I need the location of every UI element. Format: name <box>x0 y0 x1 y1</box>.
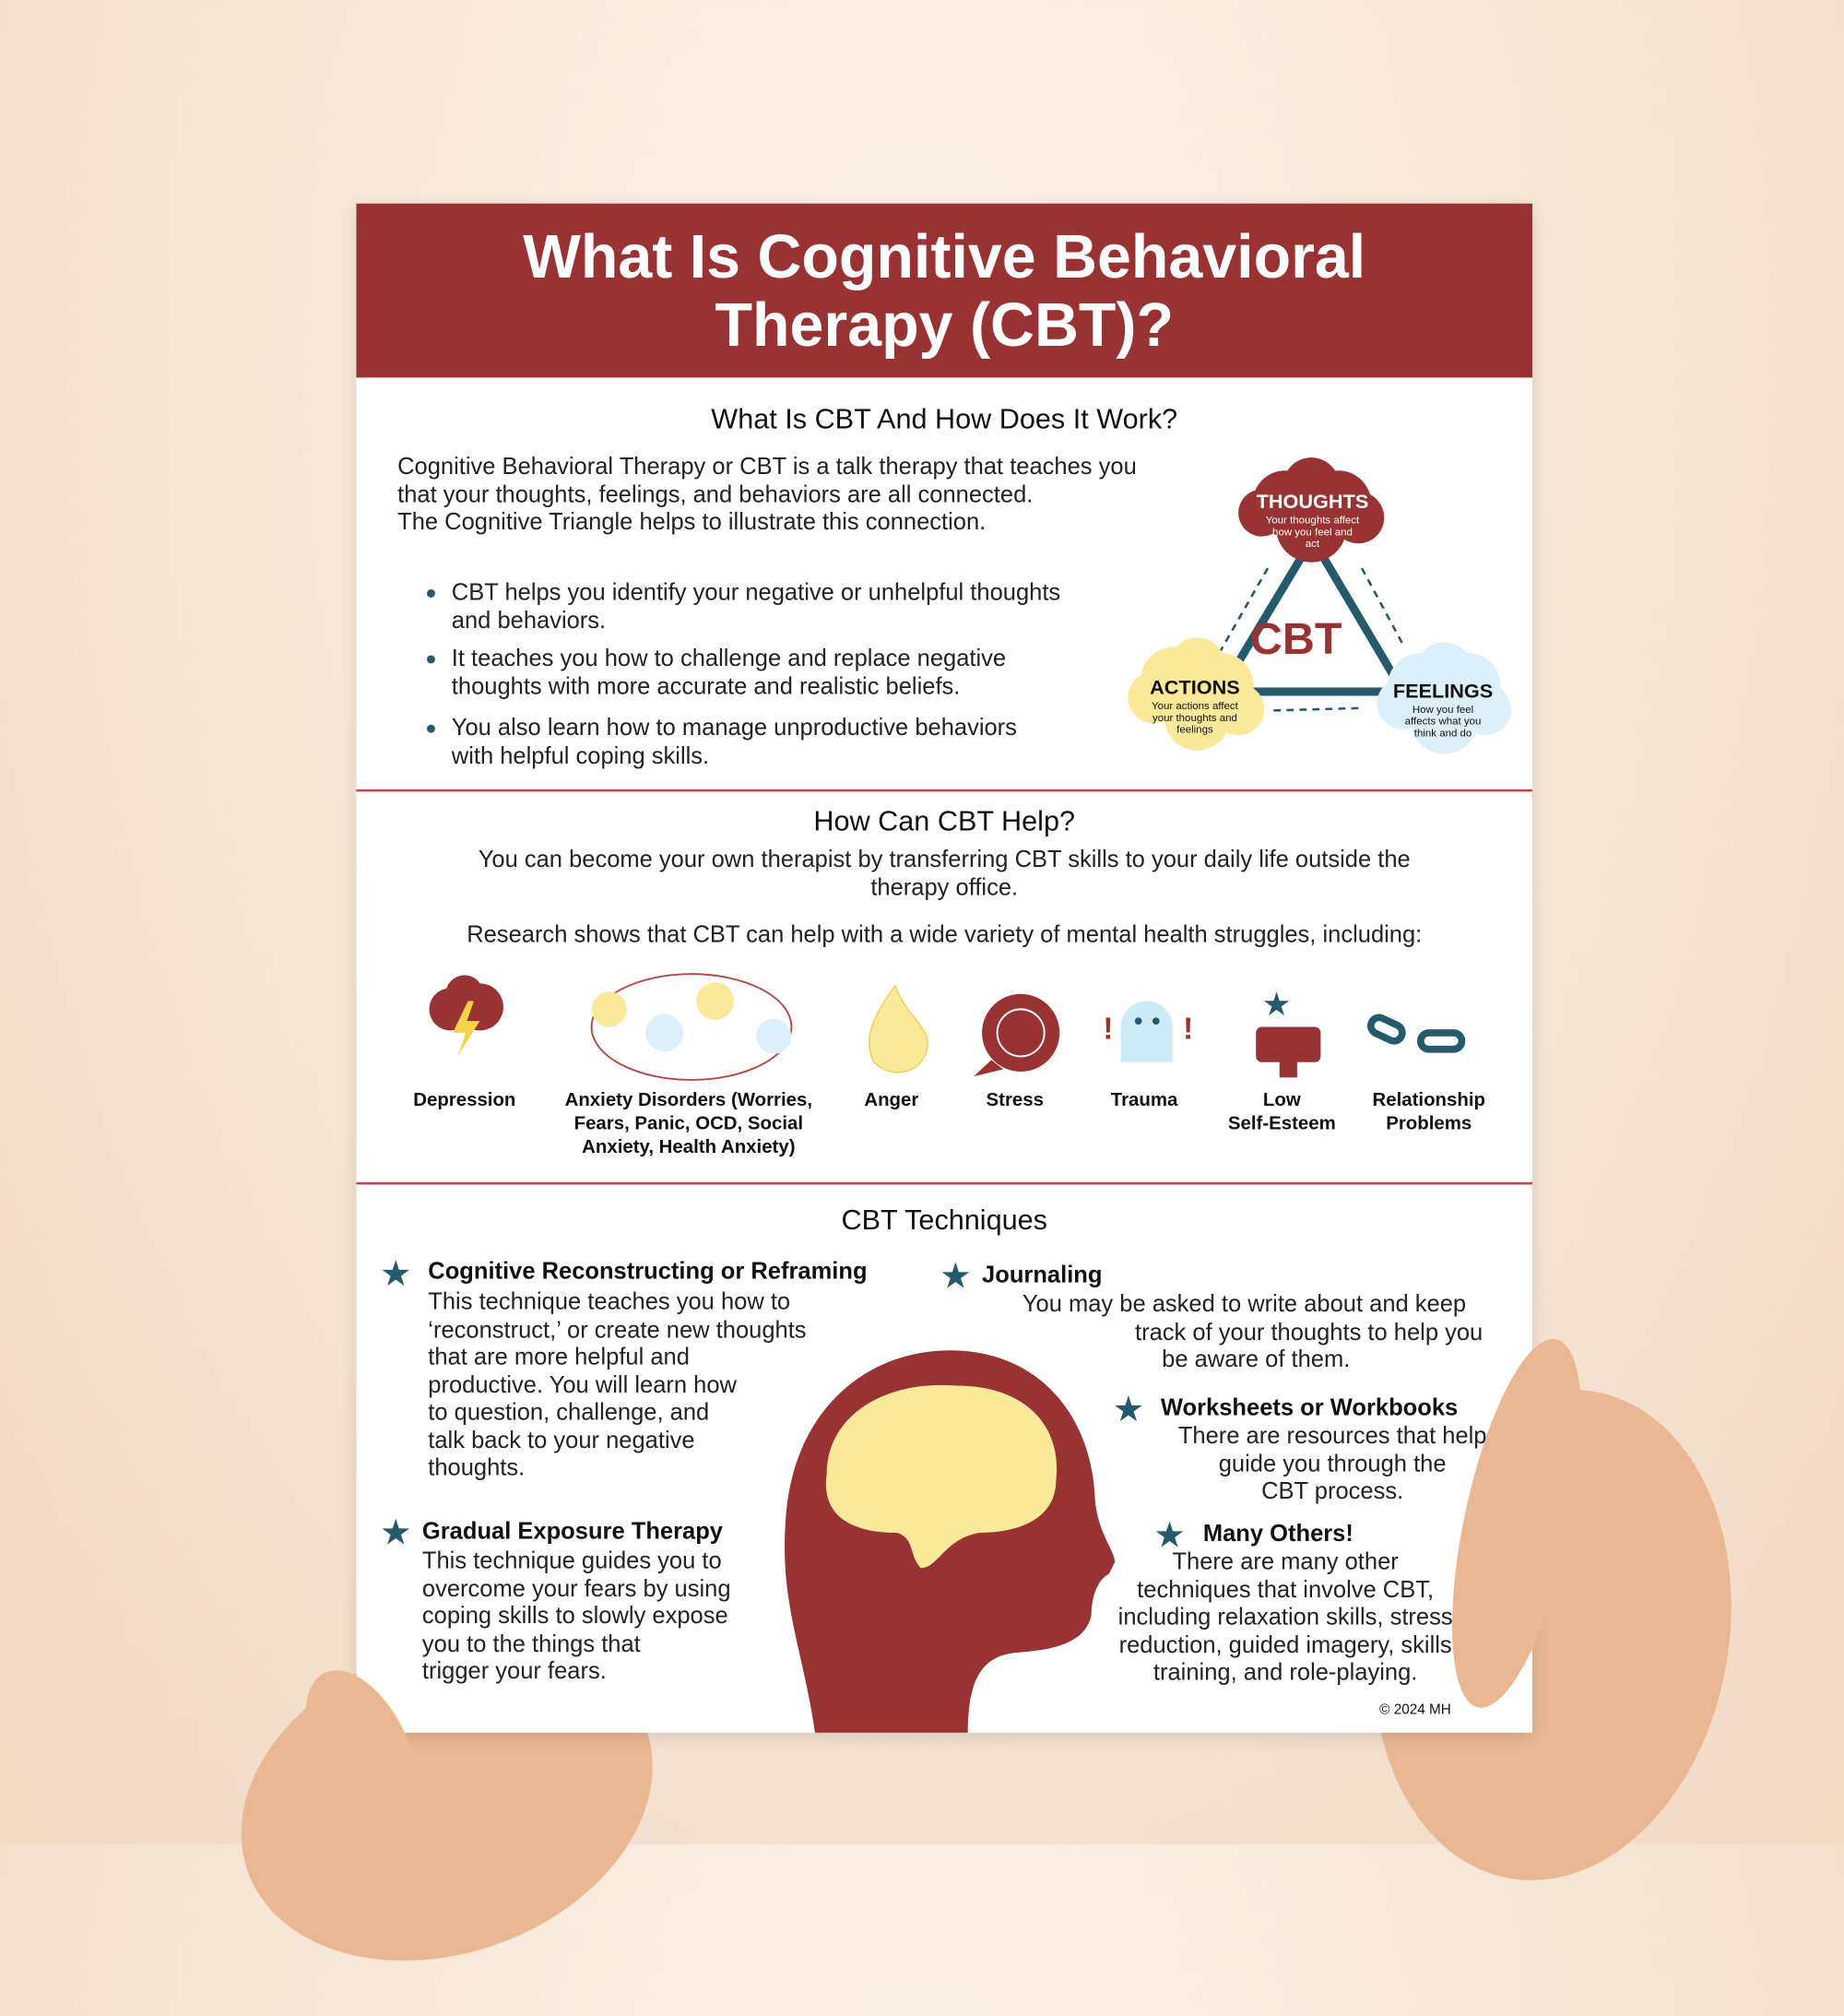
condition-stress: Stress <box>986 1090 1044 1111</box>
triangle-shape <box>1213 530 1411 696</box>
fire-icon <box>869 984 928 1073</box>
section-heading-techniques: CBT Techniques <box>841 1204 1047 1237</box>
technique-title: Journaling <box>982 1262 1103 1288</box>
bullet-dot <box>427 655 435 664</box>
star-icon: ★ <box>379 1513 412 1553</box>
help-paragraph: You can become your own therapist by tra… <box>478 847 1411 873</box>
tangled-thoughts-icon <box>590 973 793 1081</box>
intro-line: that your thoughts, feelings, and behavi… <box>397 481 1034 508</box>
technique-title: Cognitive Reconstructing or Reframing <box>428 1258 868 1285</box>
condition-low-self-esteem: Low Self-Esteem <box>1227 1090 1336 1134</box>
research-line: Research shows that CBT can help with a … <box>467 921 1423 949</box>
star-icon: ★ <box>1112 1390 1144 1429</box>
bullet-item: It teaches you how to challenge and repl… <box>451 646 1007 700</box>
broken-chain-icon <box>1366 1014 1466 1053</box>
storm-cloud-icon <box>429 975 503 1057</box>
condition-depression: Depression <box>413 1090 516 1111</box>
condition-anxiety: Anxiety Disorders (Worries, Fears, Panic,… <box>564 1090 813 1158</box>
bullet-dot <box>427 724 435 733</box>
condition-icons: !! ★ <box>429 973 1466 1081</box>
star-icon: ★ <box>940 1257 972 1297</box>
svg-text:!: ! <box>1183 1012 1193 1046</box>
head-silhouette-icon <box>785 1350 1116 1733</box>
actions-cloud <box>1128 637 1265 751</box>
bullet-item: CBT helps you identify your negative or … <box>451 579 1061 634</box>
condition-relationship: Relationship Problems <box>1372 1090 1485 1134</box>
technique-title: Gradual Exposure Therapy <box>421 1518 723 1545</box>
dashed-arrows <box>1219 567 1404 712</box>
technique-title: Worksheets or Workbooks <box>1160 1394 1459 1421</box>
ghost-icon: !! <box>1103 1001 1193 1062</box>
section-divider <box>356 1181 1532 1185</box>
cbt-center-label: CBT <box>1249 615 1342 665</box>
svg-text:★: ★ <box>1262 986 1292 1023</box>
section-divider <box>356 789 1532 792</box>
title-banner: What Is Cognitive Behavioral Therapy (CB… <box>356 203 1532 378</box>
copyright: © 2024 MH <box>1379 1701 1451 1718</box>
cognitive-triangle <box>1128 457 1512 754</box>
condition-anger: Anger <box>864 1090 919 1111</box>
help-paragraph: therapy office. <box>870 874 1019 901</box>
intro-line: Cognitive Behavioral Therapy or CBT is a… <box>397 454 1137 480</box>
feelings-cloud <box>1377 642 1512 754</box>
title-line-1: What Is Cognitive Behavioral <box>523 223 1366 292</box>
feelings-node: FEELINGS How you feel affects what you t… <box>1392 680 1494 740</box>
title-line-2: Therapy (CBT)? <box>715 291 1174 361</box>
condition-trauma: Trauma <box>1110 1090 1178 1111</box>
intro-line: The Cognitive Triangle helps to illustra… <box>397 509 987 536</box>
bullet-item: You also learn how to manage unproductiv… <box>451 715 1017 769</box>
section-heading-help: How Can CBT Help? <box>813 805 1076 838</box>
scribble-bubble-icon <box>974 993 1060 1077</box>
star-icon: ★ <box>1153 1516 1186 1556</box>
thoughts-node: THOUGHTS Your thoughts affect how you fe… <box>1256 490 1369 550</box>
section-heading-what: What Is CBT And How Does It Work? <box>711 403 1178 435</box>
thoughts-cloud <box>1238 457 1385 563</box>
technique-title: Many Others! <box>1202 1521 1353 1548</box>
actions-node: ACTIONS Your actions affect your thought… <box>1150 676 1240 736</box>
cbt-infographic: What Is Cognitive Behavioral Therapy (CB… <box>356 203 1532 1733</box>
bullet-dot <box>427 589 435 598</box>
thumbs-down-icon: ★ <box>1256 986 1321 1078</box>
svg-text:!: ! <box>1103 1012 1113 1046</box>
star-icon: ★ <box>379 1254 412 1295</box>
